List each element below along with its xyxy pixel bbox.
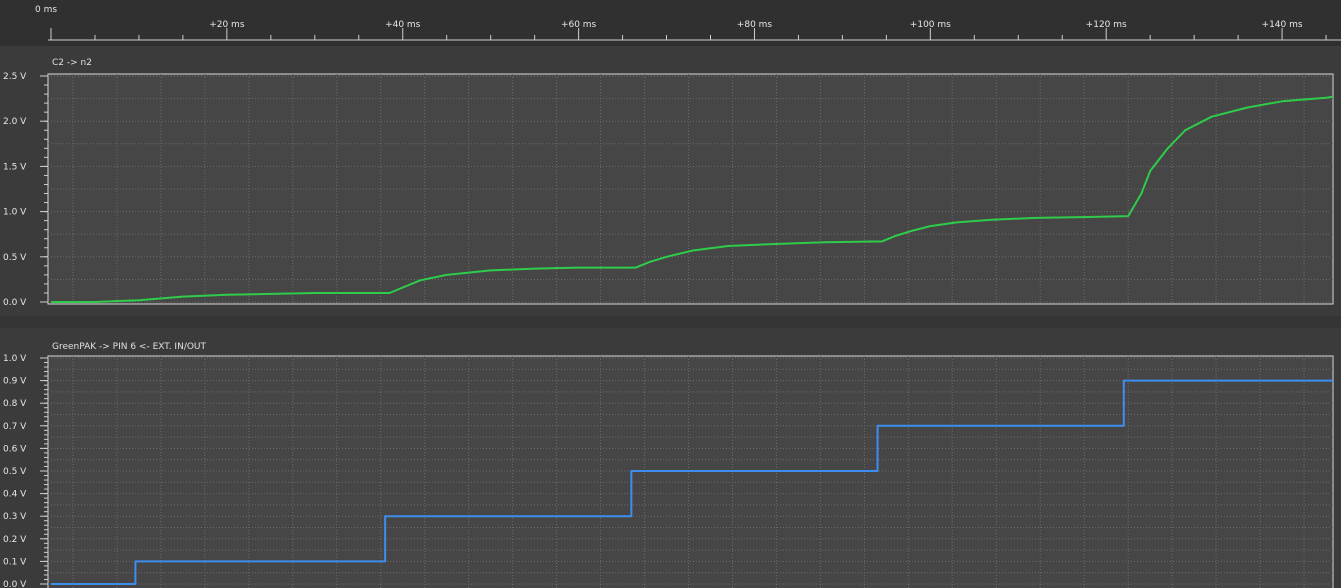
panel-divider[interactable] bbox=[0, 316, 1341, 328]
y-tick-label: 0.6 V bbox=[3, 444, 27, 454]
y-tick-label: 1.0 V bbox=[3, 354, 27, 364]
y-tick-label: 0.0 V bbox=[3, 580, 27, 588]
ruler-ticks: +20 ms +40 ms +60 ms +80 ms +100 ms +120 ms +1… bbox=[50, 20, 1327, 40]
series-line bbox=[51, 379, 1333, 585]
grid bbox=[48, 74, 1333, 304]
series-line bbox=[51, 95, 1334, 303]
y-tick-label: 0.1 V bbox=[3, 557, 27, 567]
series-layer bbox=[51, 95, 1334, 303]
y-tick-label: 0.3 V bbox=[3, 512, 27, 522]
time-ruler[interactable]: 0 ms +20 ms +40 ms +60 ms +80 ms +100 ms +120… bbox=[0, 0, 1341, 46]
ruler-tick-label: +80 ms bbox=[737, 20, 773, 30]
y-axis: 0.0 V 0.5 V 1.0 V 1.5 V 2.0 V 2.5 V bbox=[3, 72, 48, 308]
y-tick-label: 0.2 V bbox=[3, 535, 27, 545]
y-tick-label: 2.5 V bbox=[3, 72, 27, 82]
y-tick-label: 0.5 V bbox=[3, 467, 27, 477]
channel-panel-c2-n2[interactable]: C2 -> n2 0.0 V 0.5 V 1.0 V 1.5 V 2.0 V 2.5 V bbox=[3, 58, 1334, 308]
ruler-tick-label: +140 ms bbox=[1262, 20, 1303, 30]
ruler-background bbox=[0, 0, 1341, 46]
series-layer bbox=[51, 379, 1333, 585]
y-tick-label: 1.5 V bbox=[3, 162, 27, 172]
channel-panel-greenpak-pin6[interactable]: GreenPAK -> PIN 6 <- EXT. IN/OUT 0.0 V0.… bbox=[3, 342, 1334, 588]
y-tick-label: 0.5 V bbox=[3, 253, 27, 263]
y-axis: 0.0 V 0.1 V 0.2 V 0.3 V 0.4 V 0.5 V 0.6 V 0.7 V… bbox=[3, 354, 48, 588]
y-tick-label: 0.0 V bbox=[3, 298, 27, 308]
y-tick-label: 2.0 V bbox=[3, 117, 27, 127]
ruler-tick-label: +40 ms bbox=[385, 20, 421, 30]
y-tick-label: 0.8 V bbox=[3, 399, 27, 409]
y-tick-label: 1.0 V bbox=[3, 208, 27, 218]
ruler-tick-label: +120 ms bbox=[1086, 20, 1127, 30]
panel-title: GreenPAK -> PIN 6 <- EXT. IN/OUT bbox=[52, 342, 207, 352]
ruler-start-label: 0 ms bbox=[35, 5, 57, 15]
ruler-tick-label: +60 ms bbox=[561, 20, 597, 30]
ruler-tick-label: +20 ms bbox=[209, 20, 245, 30]
panel-title: C2 -> n2 bbox=[52, 58, 92, 68]
y-tick-label: 0.4 V bbox=[3, 490, 27, 500]
y-tick-label: 0.9 V bbox=[3, 377, 27, 387]
ruler-tick-label: +100 ms bbox=[910, 20, 951, 30]
y-tick-label: 0.7 V bbox=[3, 422, 27, 432]
